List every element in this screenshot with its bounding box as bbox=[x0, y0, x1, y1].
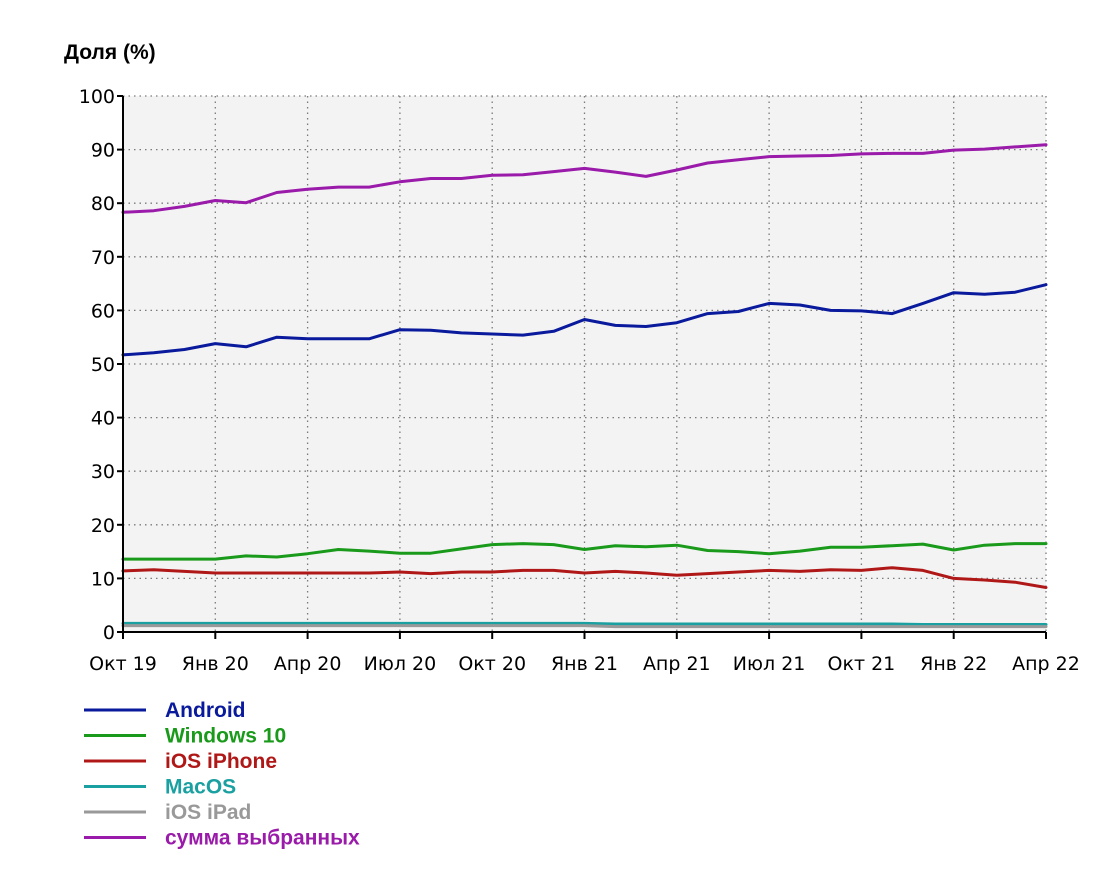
x-tick-label: Янв 20 bbox=[182, 653, 249, 675]
legend-label: iOS iPhone bbox=[165, 750, 277, 773]
y-tick-label: 40 bbox=[91, 408, 115, 430]
x-tick-label: Окт 20 bbox=[458, 653, 526, 675]
y-tick-label: 90 bbox=[91, 140, 115, 162]
series-line-macos bbox=[121, 621, 1048, 626]
legend-item-сумма-выбранных: сумма выбранных bbox=[84, 827, 360, 850]
x-tick-label: Апр 20 bbox=[274, 653, 342, 675]
x-tick-label: Июл 20 bbox=[364, 653, 437, 675]
legend-item-ios-ipad: iOS iPad bbox=[84, 801, 251, 824]
y-tick-label: 70 bbox=[91, 247, 115, 269]
legend-item-ios-iphone: iOS iPhone bbox=[84, 750, 277, 773]
y-tick-label: 0 bbox=[103, 622, 115, 644]
legend-label: iOS iPad bbox=[165, 801, 251, 824]
x-tick-label: Апр 22 bbox=[1012, 653, 1080, 675]
legend-label: MacOS bbox=[165, 776, 236, 799]
x-tick-label: Июл 21 bbox=[733, 653, 806, 675]
y-tick-label: 60 bbox=[91, 300, 115, 322]
y-tick-label: 20 bbox=[91, 515, 115, 537]
legend-item-macos: MacOS bbox=[84, 776, 236, 799]
x-tick-label: Апр 21 bbox=[643, 653, 711, 675]
legend-label: сумма выбранных bbox=[165, 827, 360, 850]
legend-label: Android bbox=[165, 699, 245, 722]
y-axis-title: Доля (%) bbox=[64, 41, 156, 64]
series-line-ios-ipad bbox=[121, 624, 1048, 629]
legend-item-windows-10: Windows 10 bbox=[84, 725, 286, 748]
legend-item-android: Android bbox=[84, 699, 245, 722]
y-tick-label: 30 bbox=[91, 461, 115, 483]
x-tick-label: Окт 21 bbox=[828, 653, 896, 675]
y-tick-label: 80 bbox=[91, 193, 115, 215]
series-line-ios-iphone bbox=[121, 566, 1048, 589]
x-tick-label: Янв 22 bbox=[920, 653, 987, 675]
legend-label: Windows 10 bbox=[165, 725, 286, 748]
y-tick-label: 100 bbox=[79, 86, 115, 108]
series-line-android bbox=[121, 283, 1048, 357]
y-tick-label: 50 bbox=[91, 354, 115, 376]
series-line-windows-10 bbox=[121, 542, 1048, 561]
y-tick-label: 10 bbox=[91, 568, 115, 590]
x-tick-label: Янв 21 bbox=[551, 653, 618, 675]
x-tick-label: Окт 19 bbox=[89, 653, 157, 675]
series-line-сумма-выбранных bbox=[121, 143, 1048, 214]
